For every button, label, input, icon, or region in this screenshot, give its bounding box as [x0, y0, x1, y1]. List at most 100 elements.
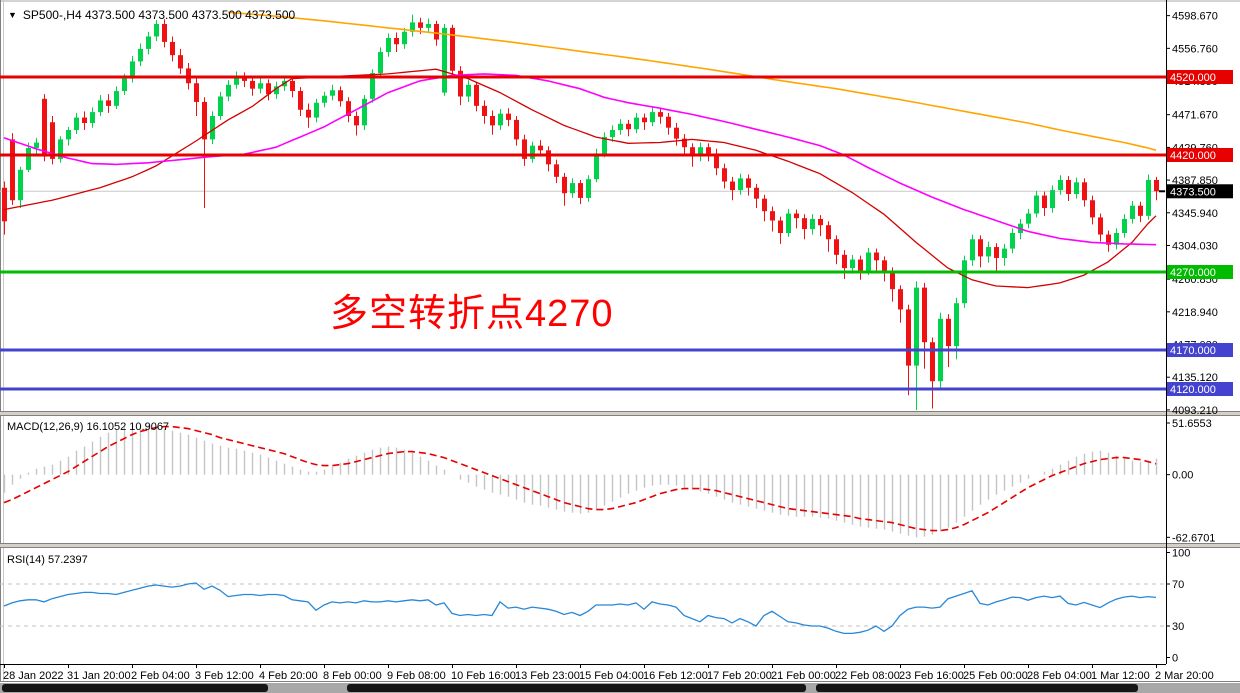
- candle-body: [570, 183, 575, 194]
- candle-body: [226, 84, 231, 97]
- svg-text:28 Feb 04:00: 28 Feb 04:00: [1027, 670, 1092, 682]
- candle-body: [58, 139, 63, 159]
- candle-body: [498, 113, 503, 126]
- candle-body: [338, 90, 343, 102]
- svg-text:4420.000: 4420.000: [1170, 150, 1216, 162]
- candle-body: [762, 198, 767, 212]
- svg-text:4 Feb 20:00: 4 Feb 20:00: [259, 670, 318, 682]
- candle-body: [738, 178, 743, 191]
- svg-text:22 Feb 08:00: 22 Feb 08:00: [835, 670, 900, 682]
- slow-ma: [227, 11, 1157, 152]
- candle-body: [482, 105, 487, 117]
- svg-text:13 Feb 23:00: 13 Feb 23:00: [515, 670, 580, 682]
- candle-body: [362, 98, 367, 126]
- svg-text:28 Jan 2022: 28 Jan 2022: [3, 670, 64, 682]
- candle-body: [618, 123, 623, 131]
- svg-text:4345.940: 4345.940: [1172, 208, 1218, 220]
- candle-body: [586, 179, 591, 198]
- candle-body: [514, 119, 519, 140]
- svg-text:31 Jan 20:00: 31 Jan 20:00: [67, 670, 131, 682]
- candle-body: [1122, 218, 1127, 234]
- candle-body: [18, 169, 23, 201]
- candle-body: [610, 130, 615, 138]
- svg-text:2 Feb 04:00: 2 Feb 04:00: [131, 670, 190, 682]
- candle-body: [650, 112, 655, 123]
- candle-body: [506, 113, 511, 120]
- candle-body: [1114, 233, 1119, 245]
- horizontal-level-lines[interactable]: [0, 75, 1166, 391]
- candle-body: [530, 145, 535, 159]
- candle-body: [1138, 205, 1143, 216]
- candle-body: [322, 95, 327, 103]
- current-price-badge: 4373.500: [1167, 184, 1233, 199]
- candle-body: [82, 117, 87, 124]
- candle-body: [1090, 200, 1095, 218]
- candle-body: [1098, 217, 1103, 235]
- candle-body: [234, 77, 239, 85]
- candle-body: [194, 83, 199, 102]
- candle-body: [1106, 234, 1111, 245]
- candle-body: [458, 70, 463, 97]
- candle-body: [50, 122, 55, 159]
- chart-text-annotation[interactable]: 多空转折点4270: [330, 293, 614, 335]
- candle-body: [402, 31, 407, 45]
- candle-body: [250, 80, 255, 89]
- candle-body: [130, 61, 135, 79]
- svg-text:4093.210: 4093.210: [1172, 405, 1218, 417]
- svg-text:15 Feb 04:00: 15 Feb 04:00: [579, 670, 644, 682]
- candle-body: [114, 91, 119, 106]
- candle-body: [290, 80, 295, 92]
- candle-body: [1074, 182, 1079, 195]
- candle-body: [434, 23, 439, 40]
- candle-body: [442, 27, 447, 93]
- symbol-dropdown-icon[interactable]: ▼: [8, 10, 17, 20]
- candle-body: [426, 23, 431, 28]
- candle-body: [538, 145, 543, 151]
- svg-text:4218.940: 4218.940: [1172, 307, 1218, 319]
- candle-body: [146, 36, 151, 49]
- candle-body: [578, 183, 583, 198]
- candle-body: [858, 259, 863, 271]
- candle-body: [698, 147, 703, 157]
- rsi-panel: 100 70 30 0: [0, 548, 1190, 665]
- svg-text:10 Feb 16:00: 10 Feb 16:00: [451, 670, 516, 682]
- candle-body: [730, 181, 735, 191]
- candle-body: [546, 150, 551, 165]
- candle-body: [106, 100, 111, 106]
- svg-text:70: 70: [1172, 579, 1184, 591]
- candle-body: [314, 102, 319, 118]
- candle-body: [1034, 195, 1039, 214]
- candle-body: [786, 213, 791, 234]
- candle-body: [10, 139, 15, 201]
- candle-body: [954, 303, 959, 347]
- candle-body: [1010, 233, 1015, 249]
- candle-body: [682, 138, 687, 148]
- candle-body: [946, 318, 951, 347]
- candle-body: [1154, 179, 1159, 192]
- time-axis[interactable]: 28 Jan 2022 31 Jan 20:00 2 Feb 04:00 3 Feb …: [3, 664, 1214, 682]
- candle-body: [202, 101, 207, 140]
- candle-body: [554, 164, 559, 177]
- macd-panel: 51.6553 0.00 -62.6701: [3, 418, 1215, 544]
- bottom-edge-strip: [0, 683, 1240, 693]
- candle-body: [218, 96, 223, 117]
- svg-text:16 Feb 12:00: 16 Feb 12:00: [643, 670, 708, 682]
- candle-body: [306, 109, 311, 118]
- candle-body: [330, 90, 335, 96]
- macd-indicator-label: MACD(12,26,9) 16.1052 10.9067: [7, 421, 170, 433]
- candle-body: [242, 77, 247, 81]
- price-badge-4520.000: 4520.000: [1167, 70, 1233, 84]
- candle-body: [1066, 179, 1071, 195]
- svg-text:4556.760: 4556.760: [1172, 43, 1218, 55]
- candle-body: [626, 123, 631, 130]
- svg-text:23 Feb 16:00: 23 Feb 16:00: [899, 670, 964, 682]
- candle-body: [370, 73, 375, 99]
- candle-body: [602, 137, 607, 154]
- candle-body: [1050, 190, 1055, 209]
- rsi-line: [3, 582, 1157, 635]
- candle-body: [490, 116, 495, 126]
- candle-body: [874, 252, 879, 261]
- candle-body: [562, 176, 567, 194]
- candle-body: [122, 78, 127, 92]
